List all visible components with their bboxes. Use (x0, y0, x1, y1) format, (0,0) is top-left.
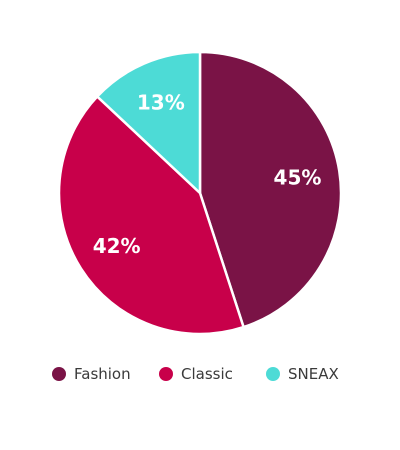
pie-slice-labels: 45% 42% 13% (93, 90, 322, 257)
legend-swatch-sneax (266, 367, 280, 381)
pie-label-sneax: 13% (137, 90, 185, 114)
pie-label-classic: 42% (93, 234, 141, 258)
legend-item-sneax[interactable]: SNEAX (266, 362, 339, 386)
legend-swatch-classic (159, 367, 173, 381)
legend-item-classic[interactable]: Classic (159, 362, 233, 386)
legend-label-fashion: Fashion (74, 365, 131, 383)
pie-slices (57, 50, 343, 336)
legend-label-sneax: SNEAX (288, 365, 339, 383)
chart-legend: Fashion Classic SNEAX (0, 362, 400, 386)
pie-slice-fashion[interactable] (198, 50, 343, 329)
pie-slice-sneax[interactable] (95, 50, 202, 195)
legend-item-fashion[interactable]: Fashion (52, 362, 131, 386)
legend-label-classic: Classic (181, 365, 233, 383)
pie-slice-classic[interactable] (57, 95, 245, 336)
pie-label-fashion: 45% (274, 166, 322, 190)
legend-swatch-fashion (52, 367, 66, 381)
